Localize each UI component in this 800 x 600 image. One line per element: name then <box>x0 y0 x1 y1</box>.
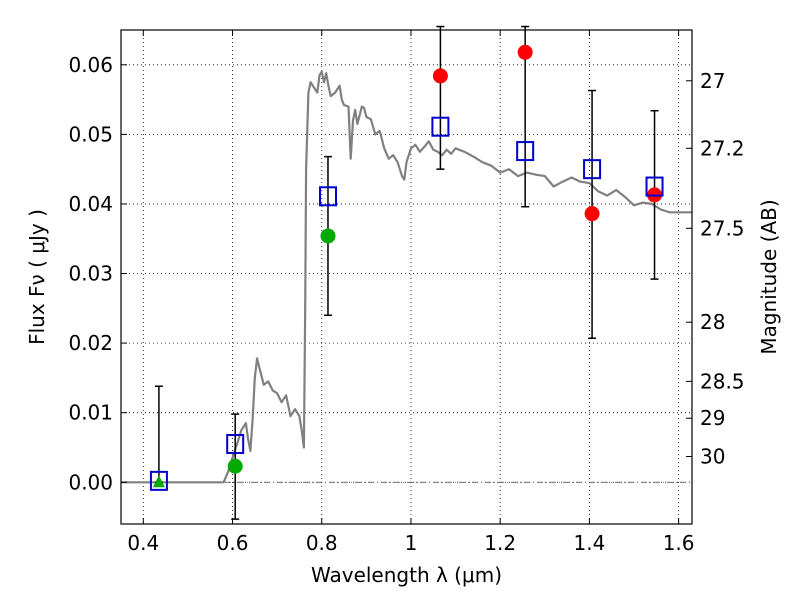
model-flux-point <box>318 186 337 207</box>
grid <box>121 30 692 524</box>
y-tick-label: 0.06 <box>68 53 113 77</box>
series-layer <box>121 25 692 520</box>
model-flux-point <box>226 433 245 454</box>
y-tick-label: 0.05 <box>68 122 113 146</box>
data-point <box>517 44 533 60</box>
upper-limit-point <box>152 475 165 488</box>
x-tick-label: 1.4 <box>573 531 605 555</box>
right-tick-label: 30 <box>700 445 725 469</box>
data-point <box>227 458 243 474</box>
y-tick-label: 0.01 <box>68 401 113 425</box>
x-tick-label: 1 <box>405 531 418 555</box>
model-flux-point <box>149 470 168 491</box>
x-tick-label: 1.2 <box>484 531 516 555</box>
model-flux-point <box>431 116 450 137</box>
right-tick-label: 27.5 <box>700 216 745 240</box>
model-flux-point <box>516 141 535 162</box>
x-tick-label: 0.4 <box>127 531 159 555</box>
right-tick-label: 29 <box>700 406 725 430</box>
model-flux-point <box>645 176 664 197</box>
data-point <box>432 68 448 84</box>
data-point <box>320 228 336 244</box>
y-tick-label: 0.02 <box>68 331 113 355</box>
right-tick-label: 27 <box>700 69 725 93</box>
x-axis-label: Wavelength λ (μm) <box>311 563 502 587</box>
y-tick-label: 0.03 <box>68 262 113 286</box>
right-tick-label: 28 <box>700 310 725 334</box>
y-tick-label: 0.04 <box>68 192 113 216</box>
plot-frame <box>120 29 693 525</box>
y-axis-label: Flux Fν ( μJy ) <box>25 209 49 345</box>
data-point <box>584 206 600 222</box>
x-tick-label: 0.8 <box>306 531 338 555</box>
x-tick-label: 1.6 <box>663 531 695 555</box>
y-tick-label: 0.00 <box>68 470 113 494</box>
ticks: 0.4 0.6 0.8 1 1.2 1.4 1.6 0.00 0.01 0.02 0.03 0.04 0… <box>68 30 745 555</box>
y-axis-right-label: Magnitude (AB) <box>757 199 781 354</box>
right-tick-label: 27.2 <box>700 136 745 160</box>
model-sed-line <box>121 70 692 484</box>
model-flux-point <box>583 159 602 180</box>
x-tick-label: 0.6 <box>217 531 249 555</box>
right-tick-label: 28.5 <box>700 369 745 393</box>
